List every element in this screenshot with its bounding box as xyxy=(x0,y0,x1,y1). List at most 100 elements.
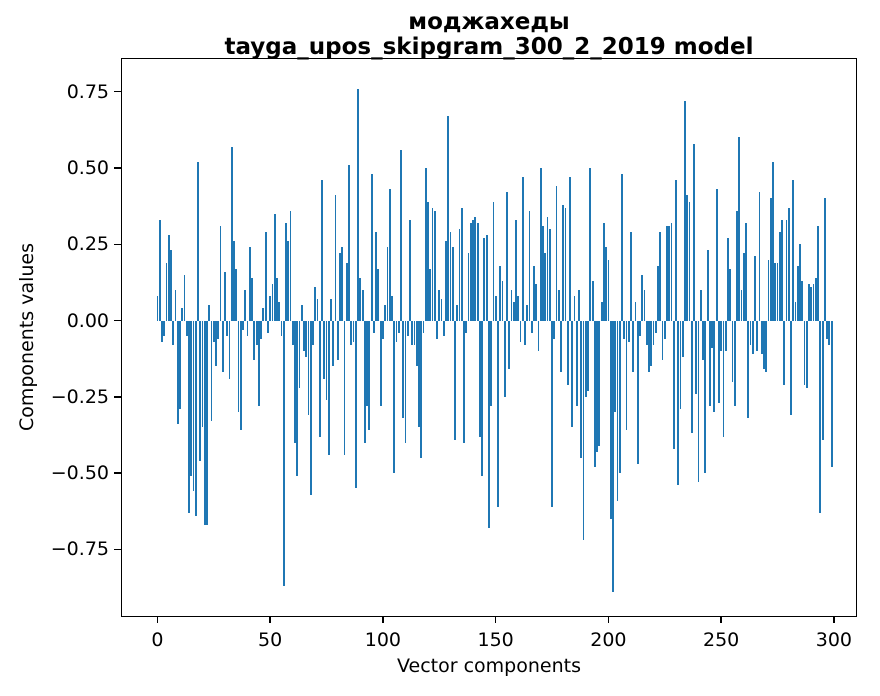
bar xyxy=(156,296,159,321)
x-tick-mark xyxy=(156,616,159,623)
bar xyxy=(235,268,238,321)
bar xyxy=(226,320,229,336)
bar xyxy=(239,320,242,431)
bar xyxy=(314,286,317,321)
bar xyxy=(294,320,296,443)
bar xyxy=(370,174,373,321)
bar xyxy=(681,320,684,358)
bar xyxy=(749,320,752,345)
bar xyxy=(485,235,488,321)
bar xyxy=(269,296,272,321)
bar xyxy=(648,320,650,373)
bar xyxy=(415,320,418,367)
bar xyxy=(330,299,332,321)
bar xyxy=(361,290,364,321)
bar xyxy=(172,320,175,345)
bar xyxy=(506,192,508,321)
x-axis-label: Vector components xyxy=(397,655,581,677)
bar xyxy=(765,320,768,373)
bar xyxy=(352,320,355,342)
bar xyxy=(163,320,166,336)
bar xyxy=(584,320,587,397)
bar xyxy=(679,320,682,410)
bar xyxy=(684,100,686,321)
bar xyxy=(345,262,348,321)
bar xyxy=(440,299,443,321)
bar xyxy=(418,320,420,428)
bar xyxy=(801,280,804,321)
bar xyxy=(287,241,290,321)
chart-title-line-2: tayga_upos_skipgram_300_2_2019 model xyxy=(224,34,754,60)
bar xyxy=(609,320,612,519)
bar xyxy=(553,320,556,339)
bar xyxy=(219,225,222,321)
bar xyxy=(724,320,727,352)
bar xyxy=(400,149,402,321)
bar xyxy=(282,320,285,587)
bar xyxy=(713,320,716,413)
bar xyxy=(165,262,168,321)
bar xyxy=(197,161,199,321)
bar xyxy=(557,290,560,321)
bar xyxy=(630,232,632,321)
bar xyxy=(641,274,644,321)
bar xyxy=(758,192,761,321)
bar xyxy=(740,290,743,321)
bar xyxy=(451,247,454,321)
bar xyxy=(433,210,436,321)
bar xyxy=(704,320,707,474)
bar xyxy=(623,320,626,339)
bar xyxy=(542,225,544,321)
bar xyxy=(262,308,265,321)
bar xyxy=(206,320,208,526)
bar xyxy=(427,201,429,321)
bar xyxy=(555,186,558,321)
bar xyxy=(237,320,240,413)
bar xyxy=(796,265,799,321)
bar xyxy=(659,232,662,321)
x-tick-mark xyxy=(607,616,610,623)
bar xyxy=(564,207,567,321)
x-tick-label: 300 xyxy=(815,629,853,651)
bar xyxy=(598,320,601,446)
bar xyxy=(783,320,786,385)
bar xyxy=(654,320,657,333)
bar xyxy=(359,277,362,321)
bar xyxy=(747,320,750,419)
bar xyxy=(325,320,328,400)
bar xyxy=(736,210,738,321)
bar xyxy=(348,164,350,321)
bar xyxy=(817,225,819,321)
x-tick-mark xyxy=(833,616,835,623)
bar xyxy=(341,247,344,321)
bar xyxy=(503,320,506,397)
bar xyxy=(799,244,801,321)
bar xyxy=(357,88,359,321)
bar xyxy=(618,320,621,474)
bar xyxy=(686,195,689,321)
y-tick-label: 0.25 xyxy=(66,233,109,256)
bar xyxy=(174,290,177,321)
bar xyxy=(614,320,617,413)
bar xyxy=(309,320,312,495)
bar xyxy=(192,320,195,492)
bar xyxy=(465,320,468,333)
bar xyxy=(248,247,251,321)
bar xyxy=(183,274,186,321)
bar xyxy=(785,219,788,321)
bar xyxy=(533,265,535,321)
bar xyxy=(278,302,281,321)
bar xyxy=(413,320,416,345)
bar xyxy=(645,320,648,345)
bar xyxy=(781,219,783,321)
bar xyxy=(512,302,515,321)
bar xyxy=(573,296,576,321)
bar xyxy=(616,320,619,501)
bar xyxy=(526,305,529,321)
y-tick-mark xyxy=(113,472,121,474)
bar xyxy=(363,320,366,443)
x-tick-label: 0 xyxy=(151,629,164,651)
bar xyxy=(499,265,502,321)
bar xyxy=(368,320,371,431)
bar xyxy=(318,320,321,437)
